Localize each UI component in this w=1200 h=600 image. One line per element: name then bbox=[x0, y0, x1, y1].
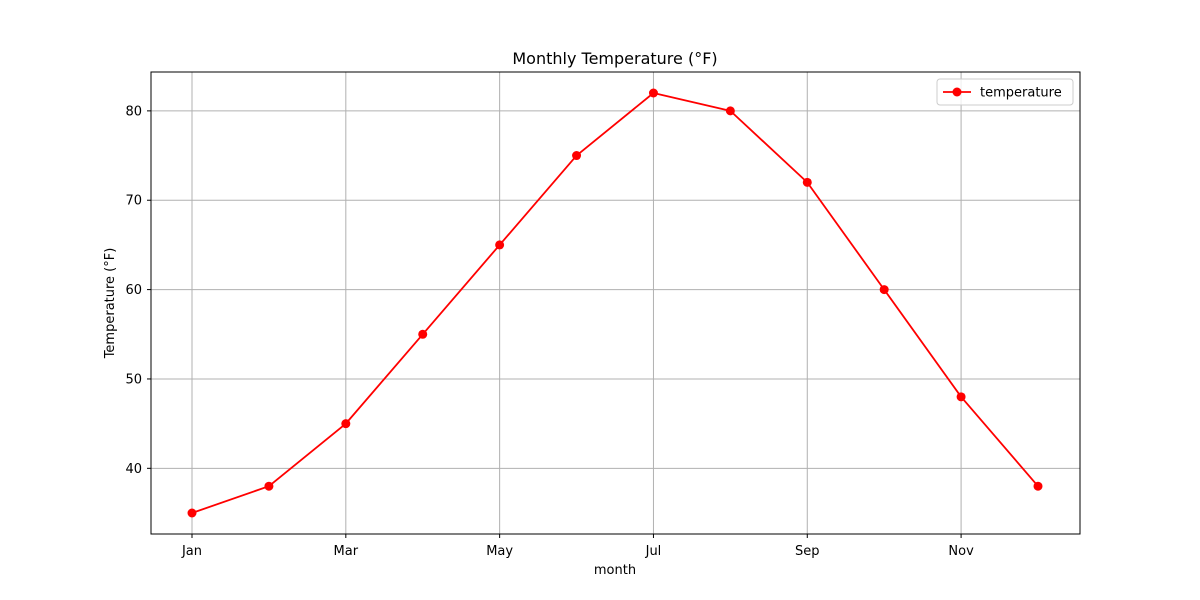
data-point-nov bbox=[956, 392, 966, 402]
data-point-jul bbox=[648, 88, 658, 98]
series-layer bbox=[187, 88, 1043, 518]
data-point-mar bbox=[341, 419, 351, 429]
series-line-temperature bbox=[191, 92, 1039, 514]
y-tick-label: 80 bbox=[125, 104, 142, 119]
x-tick-label: May bbox=[486, 544, 513, 559]
legend: temperature bbox=[936, 78, 1074, 106]
y-tick-label: 50 bbox=[125, 372, 142, 387]
y-tick-label: 70 bbox=[125, 194, 142, 209]
data-point-oct bbox=[879, 285, 889, 295]
plot-frame bbox=[150, 71, 1081, 535]
legend-label: temperature bbox=[980, 86, 1062, 101]
chart-title: Monthly Temperature (°F) bbox=[512, 49, 717, 68]
x-tick-label: Jan bbox=[181, 544, 202, 559]
legend-marker bbox=[952, 87, 962, 97]
data-point-dec bbox=[1033, 481, 1043, 491]
y-tick-label: 60 bbox=[125, 283, 142, 298]
data-point-may bbox=[495, 240, 505, 250]
x-tick-label: Mar bbox=[334, 544, 359, 559]
y-axis-label: Temperature (°F) bbox=[103, 248, 118, 360]
axes: 40 50 60 70 80 Jan Mar May Jul Sep Nov bbox=[125, 71, 1081, 559]
data-point-feb bbox=[264, 481, 274, 491]
x-tick-label: Sep bbox=[795, 544, 820, 559]
y-tick-label: 40 bbox=[125, 462, 142, 477]
data-point-jun bbox=[572, 151, 582, 161]
data-point-jan bbox=[187, 508, 197, 518]
legend-box bbox=[936, 78, 1074, 106]
x-axis-label: month bbox=[594, 563, 636, 578]
x-tick-label: Nov bbox=[948, 544, 974, 559]
data-point-sep bbox=[802, 177, 812, 187]
data-point-apr bbox=[418, 329, 428, 339]
data-point-aug bbox=[725, 106, 735, 116]
x-tick-label: Jul bbox=[645, 544, 662, 559]
grid bbox=[151, 72, 1080, 534]
